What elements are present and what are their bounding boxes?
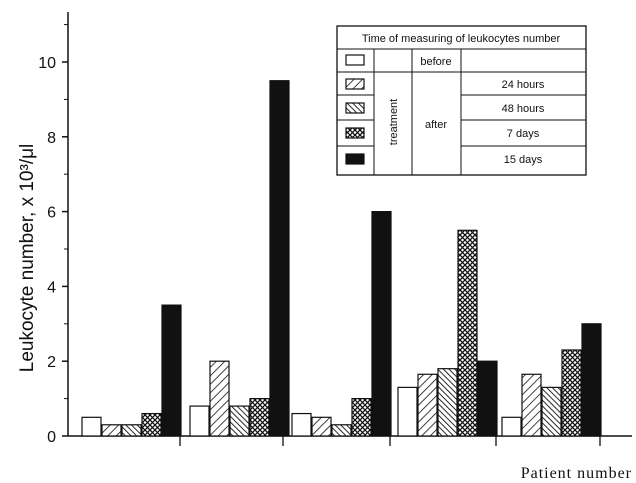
bar-patient-5-24-hours — [521, 373, 542, 437]
legend-label-7d: 7 days — [507, 128, 540, 140]
bar-patient-5-15-days — [581, 323, 602, 437]
bar-patient-1-7-days — [141, 412, 162, 437]
legend-group-before: before — [420, 56, 451, 68]
y-tick-label: 2 — [47, 354, 56, 371]
legend-swatch-7d — [345, 127, 365, 139]
bar-patient-3-48-hours — [331, 424, 352, 437]
legend-group-after: after — [425, 119, 447, 131]
y-axis-ticks: 0 2 4 6 8 10 — [38, 24, 68, 446]
bar-patient-1-48-hours — [121, 424, 142, 437]
bar-patient-5-7-days — [561, 349, 582, 437]
bar-patient-4-24-hours — [417, 373, 438, 437]
y-tick-label: 4 — [47, 279, 56, 296]
legend-swatch-48h — [345, 102, 365, 114]
legend-swatch-before — [345, 54, 365, 66]
bar-patient-4-48-hours — [437, 368, 458, 437]
legend-label-15d: 15 days — [504, 154, 543, 166]
legend-label-48h: 48 hours — [502, 103, 545, 115]
legend-swatch-15d — [345, 153, 365, 165]
bar-patient-3-15-days — [371, 211, 392, 437]
y-tick-label: 10 — [38, 55, 56, 72]
bar-series — [81, 80, 602, 437]
bar-patient-1-24-hours — [101, 424, 122, 437]
bar-patient-4-before — [397, 386, 418, 437]
bar-patient-2-15-days — [269, 80, 290, 437]
x-axis-title: Patient number — [521, 465, 632, 482]
bar-patient-3-7-days — [351, 398, 372, 437]
y-tick-label: 6 — [47, 205, 56, 222]
legend-label-24h: 24 hours — [502, 79, 545, 91]
bar-patient-5-48-hours — [541, 386, 562, 437]
legend-group-treatment: treatment — [388, 99, 400, 145]
legend-swatch-24h — [345, 78, 365, 90]
bar-patient-2-7-days — [249, 398, 270, 437]
bar-patient-2-48-hours — [229, 405, 250, 437]
bar-patient-2-before — [189, 405, 210, 437]
bar-patient-4-15-days — [477, 360, 498, 437]
y-tick-label: 8 — [47, 130, 56, 147]
bar-patient-2-24-hours — [209, 360, 230, 437]
legend: Time of measuring of leukocytes number t… — [336, 25, 587, 176]
bar-patient-5-before — [501, 416, 522, 437]
y-tick-label: 0 — [47, 429, 56, 446]
bar-patient-1-15-days — [161, 304, 182, 437]
bar-patient-3-24-hours — [311, 416, 332, 437]
bar-patient-1-before — [81, 416, 102, 437]
legend-title: Time of measuring of leukocytes number — [362, 33, 561, 45]
bar-patient-3-before — [291, 412, 312, 437]
bar-patient-4-7-days — [457, 229, 478, 437]
y-axis-title: Leukocyte number, x 10³/μl — [17, 144, 38, 373]
